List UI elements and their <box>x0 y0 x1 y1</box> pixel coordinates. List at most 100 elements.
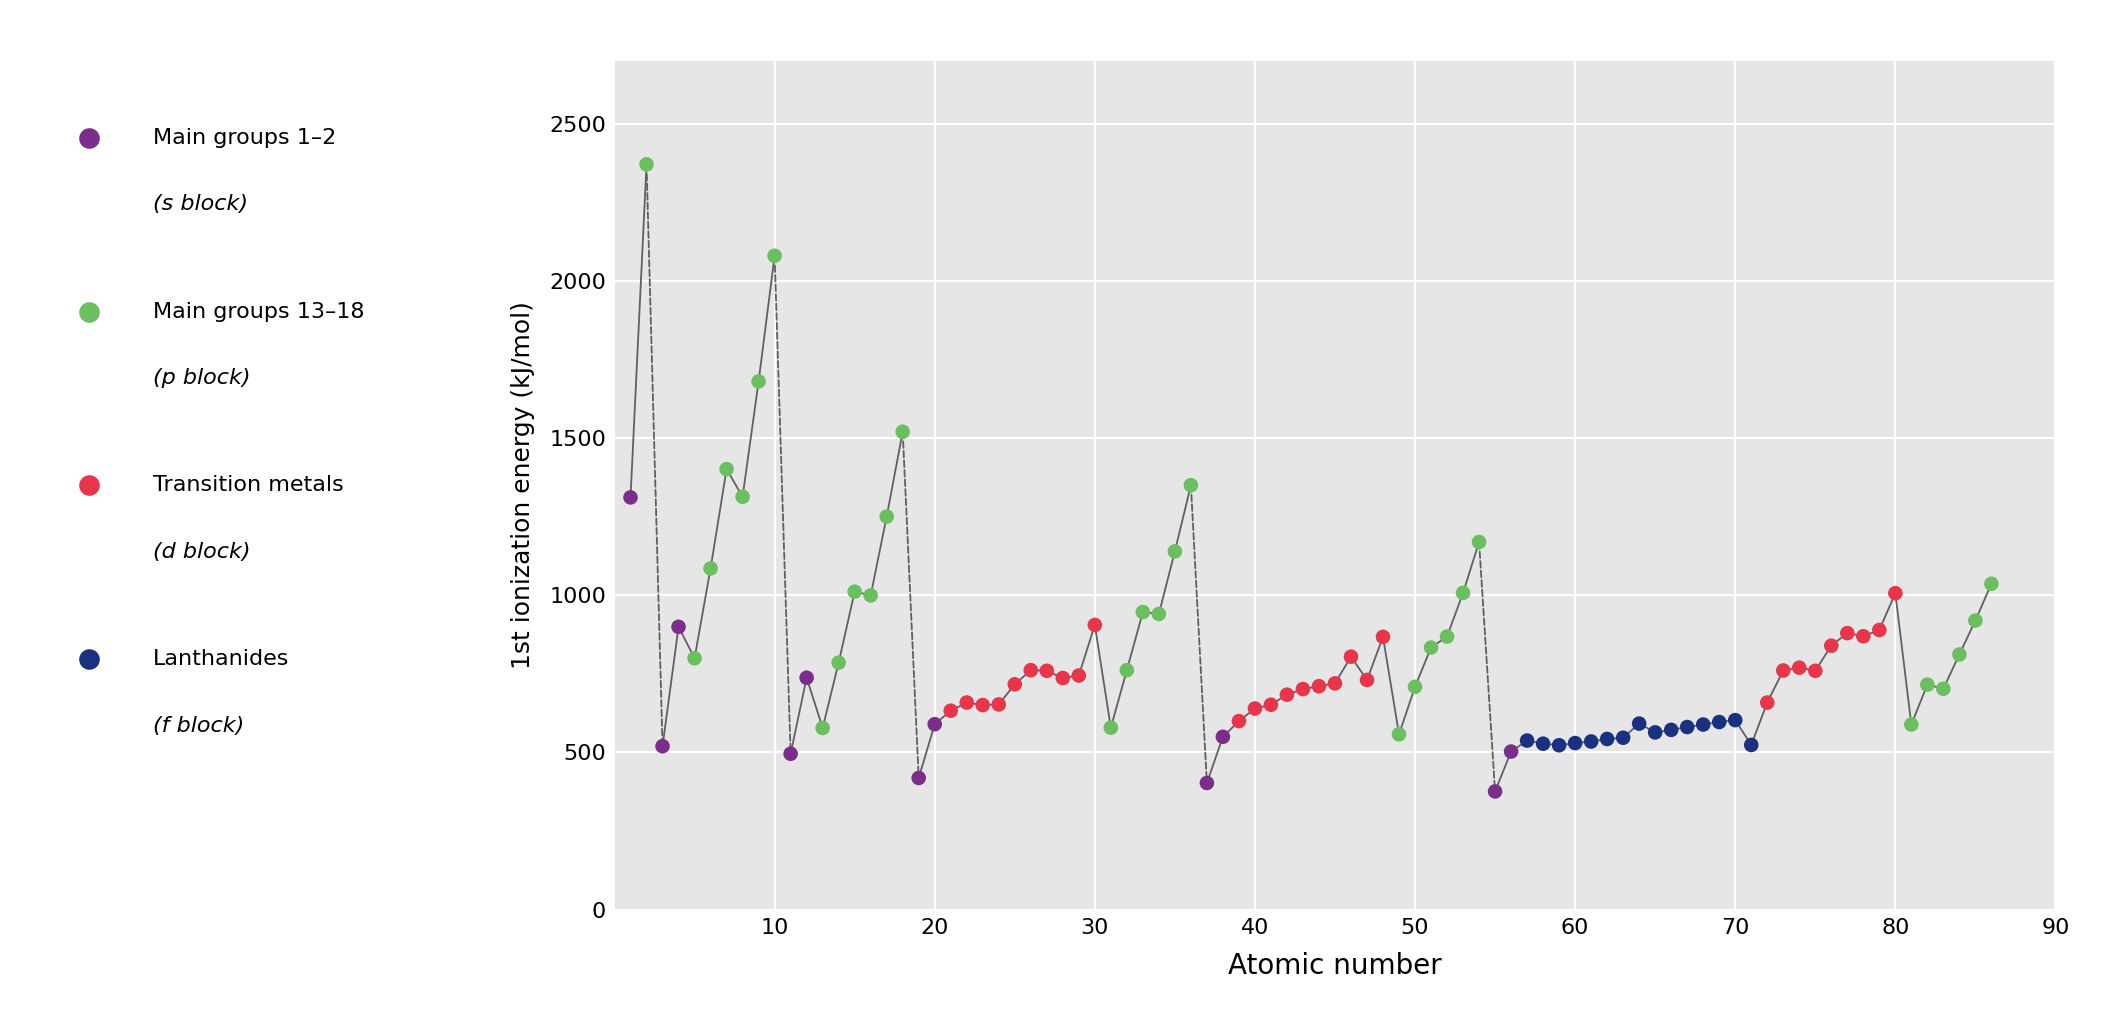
Point <box>646 738 680 754</box>
Point <box>629 156 663 173</box>
Point <box>1254 697 1288 713</box>
Point <box>1767 662 1801 679</box>
Point <box>805 719 839 736</box>
Point <box>615 490 648 506</box>
Point <box>72 130 106 146</box>
Point <box>998 677 1032 693</box>
Point <box>1846 629 1880 645</box>
Point <box>1110 662 1144 679</box>
Point <box>742 373 776 389</box>
Text: Lanthanides: Lanthanides <box>153 649 288 669</box>
Point <box>918 716 951 733</box>
Point <box>1733 737 1767 753</box>
Point <box>1926 681 1960 697</box>
Point <box>1237 700 1271 716</box>
Point <box>693 560 727 576</box>
Point <box>725 489 759 505</box>
Point <box>661 618 695 635</box>
Point <box>1462 533 1496 550</box>
Text: Main groups 1–2: Main groups 1–2 <box>153 128 335 148</box>
Point <box>1286 681 1320 697</box>
Point <box>1911 677 1945 693</box>
Point <box>1382 726 1415 742</box>
Point <box>1157 544 1191 560</box>
Point <box>1670 718 1704 735</box>
Text: (f block): (f block) <box>153 715 244 736</box>
Point <box>1125 604 1159 620</box>
Point <box>1413 640 1447 656</box>
Point <box>1013 662 1047 679</box>
Point <box>903 770 937 786</box>
Point <box>1814 638 1848 654</box>
Y-axis label: 1st ionization energy (kJ/mol): 1st ionization energy (kJ/mol) <box>511 301 536 669</box>
Text: (s block): (s block) <box>153 194 248 215</box>
Point <box>1719 712 1752 729</box>
Point <box>837 584 871 600</box>
Point <box>790 669 824 686</box>
Point <box>1206 729 1240 745</box>
Point <box>710 461 744 477</box>
Point <box>1623 715 1657 732</box>
Point <box>1335 649 1369 665</box>
Point <box>822 654 856 670</box>
Point <box>1831 624 1865 641</box>
Point <box>1511 733 1545 749</box>
Point <box>1350 671 1384 688</box>
Point <box>1191 775 1225 791</box>
Point <box>1318 676 1352 692</box>
Point <box>759 247 793 264</box>
Point <box>966 697 1000 713</box>
Point <box>1430 629 1464 645</box>
Point <box>934 702 968 718</box>
Point <box>869 508 903 524</box>
Point <box>1445 585 1479 601</box>
Point <box>1799 662 1833 679</box>
Point <box>1174 477 1208 494</box>
Point <box>886 423 920 439</box>
X-axis label: Atomic number: Atomic number <box>1229 951 1441 980</box>
Point <box>1142 606 1176 622</box>
Point <box>1526 736 1560 752</box>
Point <box>1367 629 1401 645</box>
Point <box>678 650 712 666</box>
Point <box>1943 646 1977 662</box>
Point <box>1543 737 1577 753</box>
Point <box>72 304 106 320</box>
Point <box>1655 722 1689 738</box>
Point <box>72 477 106 494</box>
Point <box>1975 575 2009 592</box>
Point <box>1782 659 1816 676</box>
Point <box>1079 616 1112 633</box>
Point <box>773 746 807 762</box>
Point <box>1863 621 1897 638</box>
Point <box>1687 716 1721 733</box>
Point <box>949 694 983 710</box>
Text: (p block): (p block) <box>153 368 250 388</box>
Point <box>1606 730 1640 746</box>
Point <box>1894 716 1928 733</box>
Point <box>1479 783 1513 799</box>
Text: (d block): (d block) <box>153 542 250 562</box>
Point <box>981 696 1015 712</box>
Point <box>1574 734 1608 750</box>
Point <box>1494 743 1528 759</box>
Point <box>1877 585 1911 601</box>
Point <box>1223 713 1257 730</box>
Point <box>1399 679 1432 695</box>
Text: Transition metals: Transition metals <box>153 475 343 496</box>
Point <box>1301 678 1335 694</box>
Point <box>1093 719 1127 736</box>
Point <box>1030 662 1064 679</box>
Point <box>1702 713 1735 730</box>
Point <box>1269 687 1303 703</box>
Text: Main groups 13–18: Main groups 13–18 <box>153 301 364 322</box>
Point <box>1062 667 1096 684</box>
Point <box>72 651 106 667</box>
Point <box>854 588 888 604</box>
Point <box>1589 731 1623 747</box>
Point <box>1750 694 1784 710</box>
Point <box>1557 735 1591 751</box>
Point <box>1958 612 1992 629</box>
Point <box>1047 669 1081 686</box>
Point <box>1638 725 1672 741</box>
